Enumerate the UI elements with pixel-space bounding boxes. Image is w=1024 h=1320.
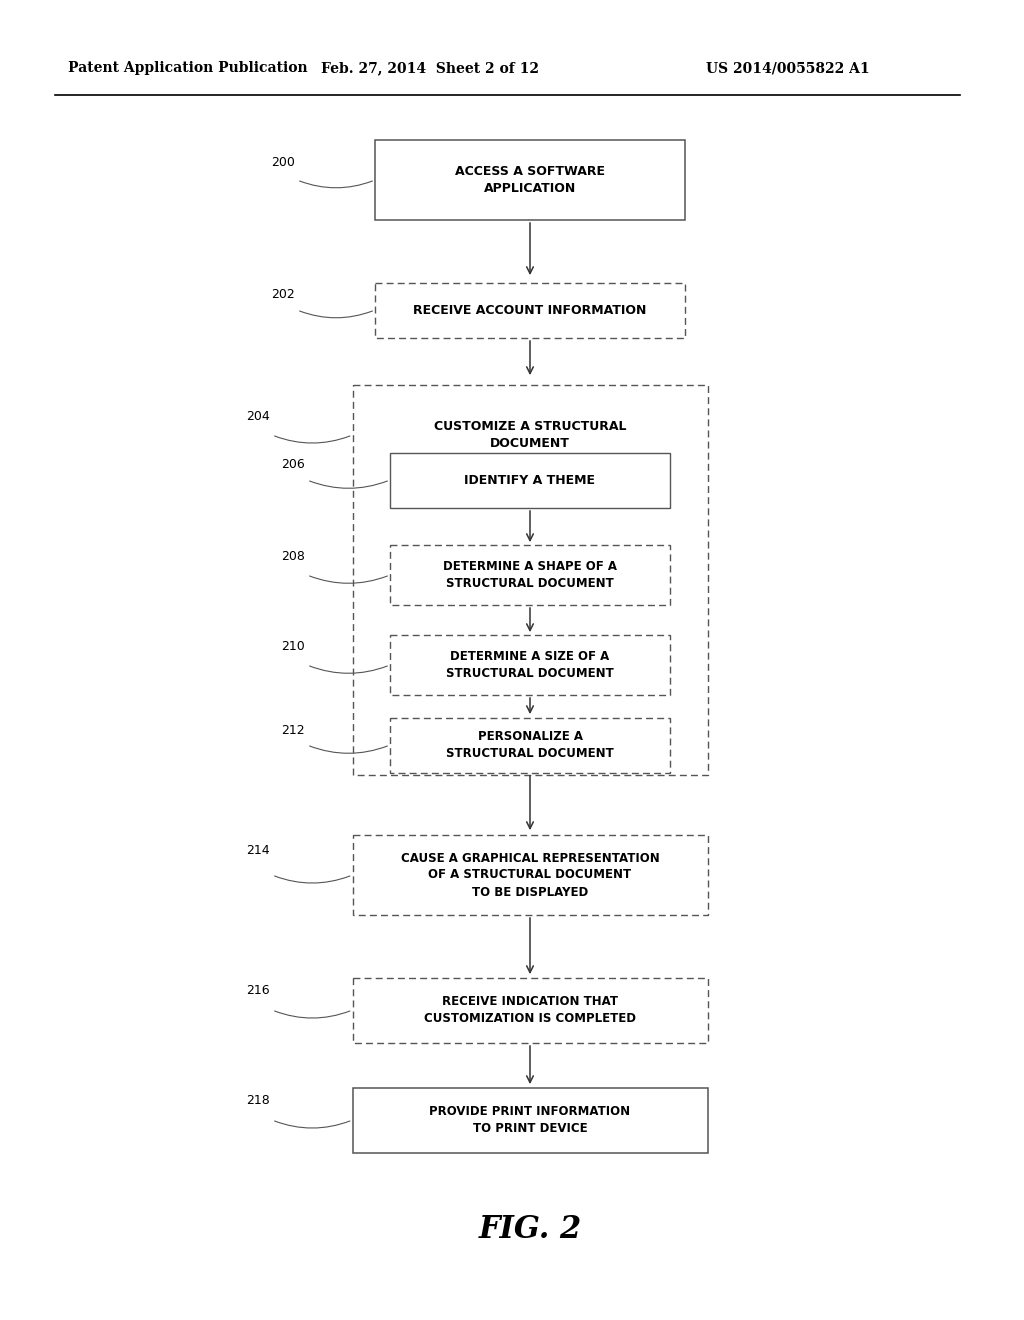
Bar <box>352 385 708 775</box>
Text: IDENTIFY A THEME: IDENTIFY A THEME <box>465 474 596 487</box>
Text: Feb. 27, 2014  Sheet 2 of 12: Feb. 27, 2014 Sheet 2 of 12 <box>321 61 539 75</box>
Bar <box>375 140 685 220</box>
Bar <box>375 282 685 338</box>
Text: 212: 212 <box>282 723 305 737</box>
Text: CUSTOMIZE A STRUCTURAL
DOCUMENT: CUSTOMIZE A STRUCTURAL DOCUMENT <box>434 420 627 450</box>
Bar <box>352 1088 708 1152</box>
Text: RECEIVE INDICATION THAT
CUSTOMIZATION IS COMPLETED: RECEIVE INDICATION THAT CUSTOMIZATION IS… <box>424 995 636 1026</box>
Bar <box>390 635 670 696</box>
Text: CAUSE A GRAPHICAL REPRESENTATION
OF A STRUCTURAL DOCUMENT
TO BE DISPLAYED: CAUSE A GRAPHICAL REPRESENTATION OF A ST… <box>400 851 659 899</box>
Text: 200: 200 <box>271 156 295 169</box>
Text: DETERMINE A SIZE OF A
STRUCTURAL DOCUMENT: DETERMINE A SIZE OF A STRUCTURAL DOCUMEN… <box>446 649 613 680</box>
Bar <box>390 545 670 605</box>
Text: 214: 214 <box>247 843 270 857</box>
Bar <box>352 978 708 1043</box>
Text: PERSONALIZE A
STRUCTURAL DOCUMENT: PERSONALIZE A STRUCTURAL DOCUMENT <box>446 730 613 760</box>
Text: US 2014/0055822 A1: US 2014/0055822 A1 <box>707 61 870 75</box>
Text: ACCESS A SOFTWARE
APPLICATION: ACCESS A SOFTWARE APPLICATION <box>455 165 605 195</box>
Text: 204: 204 <box>246 411 270 424</box>
Text: FIG. 2: FIG. 2 <box>478 1214 582 1246</box>
Text: 208: 208 <box>282 550 305 564</box>
Text: 202: 202 <box>271 289 295 301</box>
Text: PROVIDE PRINT INFORMATION
TO PRINT DEVICE: PROVIDE PRINT INFORMATION TO PRINT DEVIC… <box>429 1105 631 1135</box>
Bar <box>390 718 670 772</box>
Text: 218: 218 <box>246 1093 270 1106</box>
Text: 206: 206 <box>282 458 305 471</box>
Text: DETERMINE A SHAPE OF A
STRUCTURAL DOCUMENT: DETERMINE A SHAPE OF A STRUCTURAL DOCUME… <box>443 560 617 590</box>
Bar <box>390 453 670 507</box>
Text: RECEIVE ACCOUNT INFORMATION: RECEIVE ACCOUNT INFORMATION <box>414 304 647 317</box>
Text: 210: 210 <box>282 640 305 653</box>
Text: Patent Application Publication: Patent Application Publication <box>68 61 307 75</box>
Text: 216: 216 <box>247 983 270 997</box>
Bar <box>352 836 708 915</box>
